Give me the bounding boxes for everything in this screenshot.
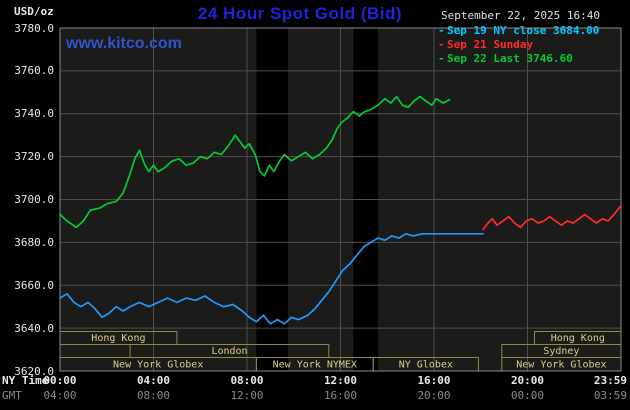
legend-marker: - [438, 24, 445, 37]
legend-marker: - [438, 38, 445, 51]
kitco-link[interactable]: www.kitco.com [66, 35, 182, 52]
legend-item-0: - Sep 19 NY close 3684.00 [438, 24, 599, 38]
session-label: New York NYMEX [273, 360, 357, 371]
series-line-2 [59, 95, 451, 229]
session-label: Sydney [543, 346, 579, 357]
legend: - Sep 19 NY close 3684.00- Sep 21 Sunday - S… [438, 24, 599, 66]
session-label: NY Globex [399, 360, 453, 371]
legend-label: Sep 22 Last 3746.60 [447, 52, 573, 65]
page-title: 24 Hour Spot Gold (Bid) [197, 4, 403, 23]
plot-frame [59, 27, 622, 372]
session-label: New York Globex [113, 360, 203, 371]
session-label: London [211, 346, 247, 357]
datetime-label: September 22, 2025 16:40 [441, 9, 600, 22]
legend-label: Sep 21 Sunday [447, 38, 534, 51]
series-line-0 [59, 232, 484, 325]
session-label: Hong Kong [91, 333, 145, 344]
legend-item-1: - Sep 21 Sunday [438, 38, 599, 52]
session-label: New York Globex [516, 360, 606, 371]
series-line-1 [482, 205, 622, 231]
legend-item-2: - Sep 22 Last 3746.60 [438, 52, 599, 66]
session-label: Hong Kong [551, 333, 605, 344]
legend-label: Sep 19 NY close 3684.00 [447, 24, 600, 37]
legend-marker: - [438, 52, 445, 65]
units-label: USD/oz [14, 5, 54, 18]
